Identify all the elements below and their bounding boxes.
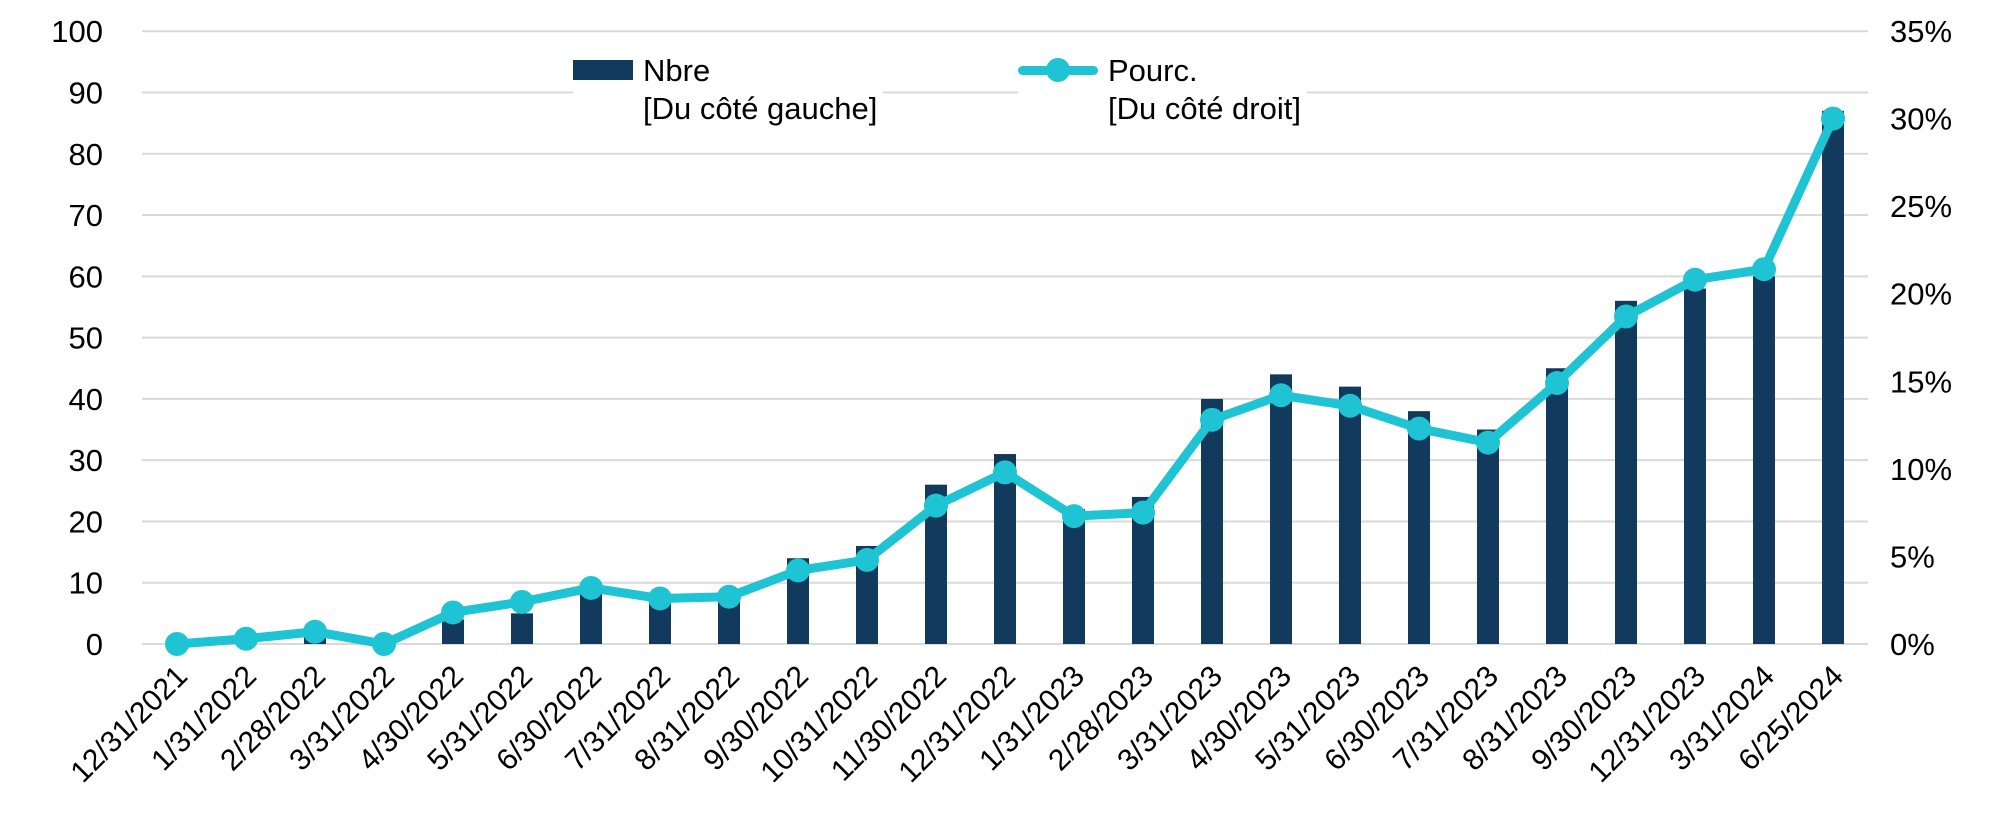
- line-marker: [1200, 407, 1224, 432]
- line-marker: [372, 632, 396, 656]
- line-marker: [165, 632, 189, 656]
- right-axis-tick-label: 5%: [1890, 539, 1935, 574]
- bar: [1753, 276, 1775, 644]
- left-axis-tick-label: 90: [69, 75, 103, 110]
- line-marker: [1752, 257, 1776, 282]
- left-axis-tick-label: 60: [69, 259, 103, 294]
- left-axis-tick-label: 100: [51, 14, 103, 49]
- line-marker: [1683, 267, 1707, 292]
- left-axis-tick-label: 80: [69, 137, 103, 172]
- legend-item-nbre[interactable]: Nbre [Du côté gauche]: [573, 52, 884, 128]
- legend-label-pourc: Pourc.: [1108, 53, 1198, 88]
- line-marker: [648, 586, 672, 611]
- bar: [442, 619, 464, 644]
- legend-note-right-side: [Du côté droit]: [1108, 91, 1301, 126]
- right-axis-tick-label: 0%: [1890, 627, 1935, 662]
- line-marker: [924, 493, 948, 518]
- left-axis-tick-label: 20: [69, 504, 103, 539]
- line-marker: [786, 558, 810, 583]
- line-marker: [441, 600, 465, 625]
- left-axis-tick-label: 40: [69, 382, 103, 417]
- legend-note-left-side: [Du côté gauche]: [643, 91, 878, 126]
- line-marker: [1269, 383, 1293, 408]
- bar: [511, 613, 533, 644]
- line-marker: [1545, 371, 1569, 396]
- right-axis-tick-label: 35%: [1890, 14, 1952, 49]
- line-marker: [1062, 504, 1086, 529]
- line-marker: [1614, 304, 1638, 329]
- line-series-swatch: [1018, 58, 1098, 82]
- line-marker: [510, 589, 534, 614]
- right-axis-tick-label: 20%: [1890, 277, 1952, 312]
- bar: [1063, 509, 1085, 644]
- bar: [1132, 496, 1154, 644]
- bar: [1546, 368, 1568, 644]
- line-marker: [579, 575, 603, 600]
- bar: [1822, 110, 1844, 644]
- bar: [1615, 300, 1637, 644]
- line-marker: [1407, 416, 1431, 441]
- left-axis-tick-label: 70: [69, 198, 103, 233]
- line-marker: [303, 619, 327, 644]
- right-axis-tick-label: 15%: [1890, 364, 1952, 399]
- bar: [1339, 386, 1361, 644]
- line-marker: [993, 460, 1017, 485]
- left-axis-tick-label: 30: [69, 443, 103, 478]
- left-axis-tick-label: 10: [69, 566, 103, 601]
- bar: [1270, 374, 1292, 644]
- line-marker: [1821, 106, 1845, 131]
- bar: [1477, 429, 1499, 644]
- legend-label-nbre: Nbre: [643, 53, 711, 88]
- line-marker: [855, 547, 879, 572]
- bar: [1201, 398, 1223, 644]
- left-axis-tick-label: 0: [86, 627, 103, 662]
- bar: [1408, 411, 1430, 644]
- bar: [925, 484, 947, 644]
- legend-item-pourc[interactable]: Pourc. [Du côté droit]: [1018, 52, 1307, 128]
- bar: [994, 454, 1016, 644]
- right-axis-tick-label: 10%: [1890, 452, 1952, 487]
- line-marker: [234, 626, 258, 651]
- bar-series-swatch: [573, 60, 633, 80]
- line-marker: [717, 584, 741, 609]
- left-axis-tick-label: 50: [69, 321, 103, 356]
- bar: [1684, 288, 1706, 644]
- line-marker: [1131, 500, 1155, 525]
- right-axis-tick-label: 30%: [1890, 102, 1952, 137]
- right-axis-tick-label: 25%: [1890, 189, 1952, 224]
- line-marker: [1338, 393, 1362, 418]
- line-marker: [1476, 430, 1500, 455]
